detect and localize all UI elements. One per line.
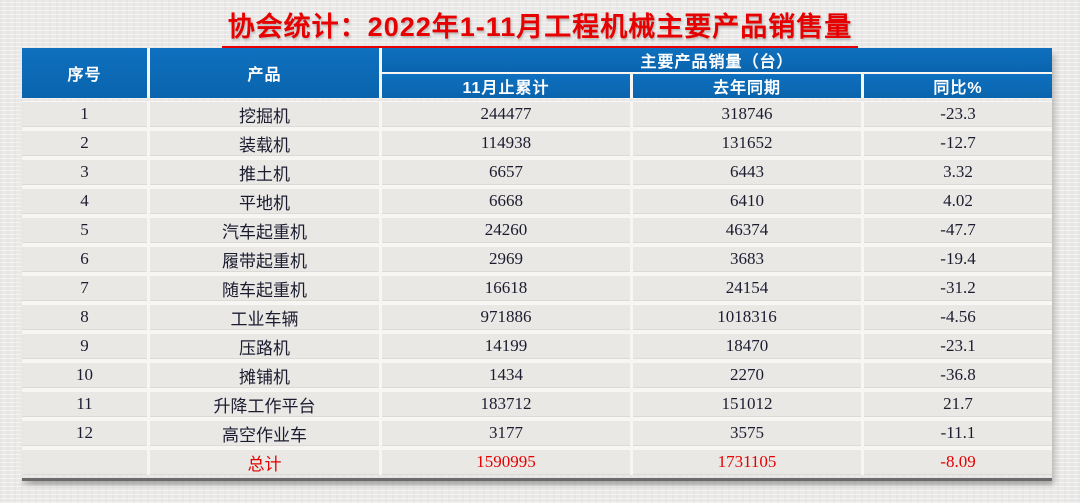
cell-yoy: -23.1 bbox=[864, 333, 1052, 359]
cell-product: 随车起重机 bbox=[150, 275, 379, 301]
cell-yoy: -11.1 bbox=[864, 420, 1052, 446]
cell-cumulative: 6657 bbox=[382, 159, 630, 185]
cell-previous: 3683 bbox=[633, 246, 861, 272]
title-area: 协会统计：2022年1-11月工程机械主要产品销售量 bbox=[0, 5, 1080, 49]
total-previous: 1731105 bbox=[633, 449, 861, 475]
cell-product: 履带起重机 bbox=[150, 246, 379, 272]
cell-no: 8 bbox=[22, 304, 147, 330]
cell-no: 4 bbox=[22, 188, 147, 214]
cell-product: 摊铺机 bbox=[150, 362, 379, 388]
table-row: 3 推土机 6657 6443 3.32 bbox=[22, 159, 1052, 185]
cell-cumulative: 3177 bbox=[382, 420, 630, 446]
cell-no: 6 bbox=[22, 246, 147, 272]
total-cumulative: 1590995 bbox=[382, 449, 630, 475]
cell-no: 7 bbox=[22, 275, 147, 301]
cell-cumulative: 183712 bbox=[382, 391, 630, 417]
table-row: 6 履带起重机 2969 3683 -19.4 bbox=[22, 246, 1052, 272]
cell-cumulative: 1434 bbox=[382, 362, 630, 388]
cell-yoy: -4.56 bbox=[864, 304, 1052, 330]
cell-no: 10 bbox=[22, 362, 147, 388]
cell-yoy: -12.7 bbox=[864, 130, 1052, 156]
cell-no: 12 bbox=[22, 420, 147, 446]
table-body: 1 挖掘机 244477 318746 -23.3 2 装载机 114938 1… bbox=[22, 101, 1052, 475]
cell-cumulative: 244477 bbox=[382, 101, 630, 127]
cell-product: 装载机 bbox=[150, 130, 379, 156]
cell-yoy: -31.2 bbox=[864, 275, 1052, 301]
cell-cumulative: 2969 bbox=[382, 246, 630, 272]
col-header-no: 序号 bbox=[22, 48, 147, 98]
cell-product: 汽车起重机 bbox=[150, 217, 379, 243]
cell-yoy: 21.7 bbox=[864, 391, 1052, 417]
table-row: 9 压路机 14199 18470 -23.1 bbox=[22, 333, 1052, 359]
cell-yoy: 4.02 bbox=[864, 188, 1052, 214]
table-row: 10 摊铺机 1434 2270 -36.8 bbox=[22, 362, 1052, 388]
cell-no: 9 bbox=[22, 333, 147, 359]
cell-previous: 6410 bbox=[633, 188, 861, 214]
cell-product: 推土机 bbox=[150, 159, 379, 185]
cell-previous: 131652 bbox=[633, 130, 861, 156]
table-bottom-border bbox=[22, 478, 1052, 481]
cell-cumulative: 6668 bbox=[382, 188, 630, 214]
cell-yoy: 3.32 bbox=[864, 159, 1052, 185]
group-header-sales: 主要产品销量（台） bbox=[382, 48, 1052, 72]
cell-no: 2 bbox=[22, 130, 147, 156]
cell-product: 平地机 bbox=[150, 188, 379, 214]
cell-cumulative: 16618 bbox=[382, 275, 630, 301]
cell-yoy: -47.7 bbox=[864, 217, 1052, 243]
total-yoy: -8.09 bbox=[864, 449, 1052, 475]
cell-previous: 46374 bbox=[633, 217, 861, 243]
cell-no: 11 bbox=[22, 391, 147, 417]
cell-previous: 18470 bbox=[633, 333, 861, 359]
table-total-row: 总计 1590995 1731105 -8.09 bbox=[22, 449, 1052, 475]
cell-yoy: -19.4 bbox=[864, 246, 1052, 272]
cell-previous: 2270 bbox=[633, 362, 861, 388]
cell-no: 3 bbox=[22, 159, 147, 185]
cell-previous: 24154 bbox=[633, 275, 861, 301]
col-header-previous: 去年同期 bbox=[633, 74, 861, 98]
cell-previous: 151012 bbox=[633, 391, 861, 417]
cell-product: 高空作业车 bbox=[150, 420, 379, 446]
table-row: 12 高空作业车 3177 3575 -11.1 bbox=[22, 420, 1052, 446]
page-title: 协会统计：2022年1-11月工程机械主要产品销售量 bbox=[221, 5, 859, 49]
cell-cumulative: 14199 bbox=[382, 333, 630, 359]
table-row: 8 工业车辆 971886 1018316 -4.56 bbox=[22, 304, 1052, 330]
col-header-product: 产品 bbox=[150, 48, 379, 98]
cell-previous: 3575 bbox=[633, 420, 861, 446]
cell-product: 工业车辆 bbox=[150, 304, 379, 330]
cell-yoy: -36.8 bbox=[864, 362, 1052, 388]
cell-previous: 318746 bbox=[633, 101, 861, 127]
cell-yoy: -23.3 bbox=[864, 101, 1052, 127]
cell-previous: 1018316 bbox=[633, 304, 861, 330]
col-header-yoy: 同比% bbox=[864, 74, 1052, 98]
table-header: 序号 产品 主要产品销量（台） 11月止累计 去年同期 同比% bbox=[22, 48, 1052, 98]
cell-product: 压路机 bbox=[150, 333, 379, 359]
cell-previous: 6443 bbox=[633, 159, 861, 185]
total-label: 总计 bbox=[150, 449, 379, 475]
table-row: 4 平地机 6668 6410 4.02 bbox=[22, 188, 1052, 214]
col-header-cumulative: 11月止累计 bbox=[382, 74, 630, 98]
sales-table: 序号 产品 主要产品销量（台） 11月止累计 去年同期 同比% 1 挖掘机 24… bbox=[22, 48, 1052, 481]
table-row: 7 随车起重机 16618 24154 -31.2 bbox=[22, 275, 1052, 301]
cell-cumulative: 24260 bbox=[382, 217, 630, 243]
cell-no: 1 bbox=[22, 101, 147, 127]
cell-product: 升降工作平台 bbox=[150, 391, 379, 417]
table-row: 1 挖掘机 244477 318746 -23.3 bbox=[22, 101, 1052, 127]
total-no-cell bbox=[22, 449, 147, 475]
cell-cumulative: 114938 bbox=[382, 130, 630, 156]
cell-product: 挖掘机 bbox=[150, 101, 379, 127]
table-row: 2 装载机 114938 131652 -12.7 bbox=[22, 130, 1052, 156]
cell-no: 5 bbox=[22, 217, 147, 243]
table-row: 5 汽车起重机 24260 46374 -47.7 bbox=[22, 217, 1052, 243]
cell-cumulative: 971886 bbox=[382, 304, 630, 330]
table-row: 11 升降工作平台 183712 151012 21.7 bbox=[22, 391, 1052, 417]
